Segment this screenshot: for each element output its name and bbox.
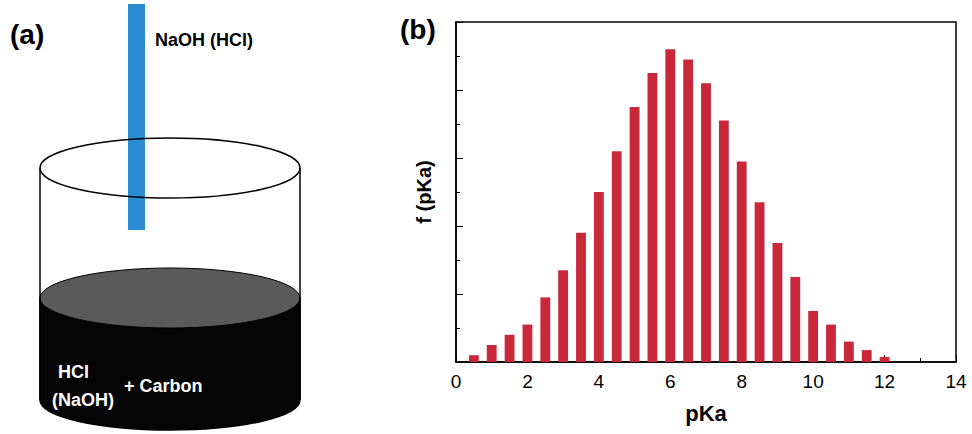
svg-text:12: 12 — [874, 371, 895, 392]
svg-text:8: 8 — [736, 371, 747, 392]
html-text:(b): (b) — [400, 14, 436, 45]
svg-text:+ Carbon: + Carbon — [124, 376, 203, 396]
svg-text:pKa: pKa — [685, 401, 727, 426]
svg-text:f (pKa): f (pKa) — [413, 160, 435, 223]
svg-text:NaOH (HCl): NaOH (HCl) — [155, 30, 253, 50]
svg-text:4: 4 — [594, 371, 605, 392]
svg-text:0: 0 — [451, 371, 462, 392]
svg-text:10: 10 — [803, 371, 824, 392]
svg-text:(a): (a) — [10, 19, 44, 50]
svg-text:14: 14 — [945, 371, 967, 392]
svg-text:2: 2 — [522, 371, 533, 392]
svg-text:6: 6 — [665, 371, 676, 392]
svg-text:HCl: HCl — [58, 362, 89, 382]
svg-text:(NaOH): (NaOH) — [52, 390, 114, 410]
